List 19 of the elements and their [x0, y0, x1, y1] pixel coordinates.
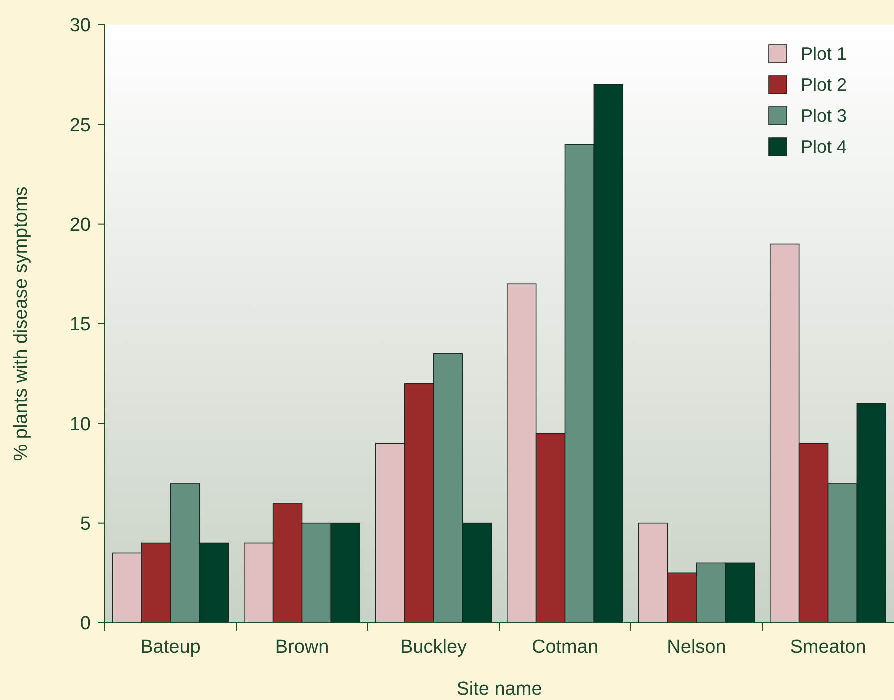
y-tick-label: 10 [70, 414, 91, 436]
legend-label: Plot 3 [801, 106, 848, 126]
legend-label: Plot 2 [801, 75, 848, 95]
y-tick-label: 25 [70, 115, 91, 136]
legend-label: Plot 4 [801, 137, 848, 157]
y-tick-label: 5 [80, 514, 91, 535]
legend-label: Plot 1 [801, 44, 848, 64]
x-tick-label: Smeaton [790, 637, 866, 658]
y-tick-label: 30 [70, 16, 91, 37]
x-tick-label: Nelson [667, 637, 726, 658]
y-axis-title: % plants with disease symptoms [11, 186, 32, 462]
y-tick-label: 0 [80, 614, 91, 635]
y-tick-label: 15 [70, 314, 91, 336]
x-axis-title: Site name [456, 679, 542, 700]
x-tick-label: Buckley [400, 637, 468, 658]
x-tick-label: Brown [275, 637, 330, 658]
y-tick-label: 20 [70, 214, 91, 236]
x-tick-label: Bateup [140, 637, 201, 658]
x-tick-label: Cotman [532, 637, 599, 658]
